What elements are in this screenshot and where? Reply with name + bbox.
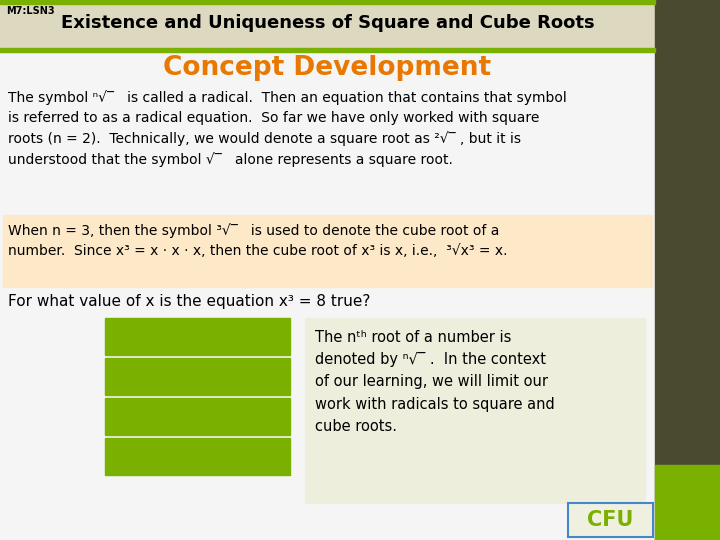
Bar xyxy=(0,0,655,52)
Bar xyxy=(0,48,655,52)
Bar xyxy=(0,0,655,4)
Bar xyxy=(105,358,290,395)
Bar xyxy=(655,465,720,540)
Bar xyxy=(568,503,653,537)
Bar xyxy=(3,215,652,287)
Text: M7:LSN3: M7:LSN3 xyxy=(6,6,55,16)
Text: CFU: CFU xyxy=(588,510,634,530)
Bar xyxy=(105,438,290,475)
Text: Existence and Uniqueness of Square and Cube Roots: Existence and Uniqueness of Square and C… xyxy=(60,14,594,32)
Text: For what value of x is the equation x³ = 8 true?: For what value of x is the equation x³ =… xyxy=(8,294,370,309)
Text: When n = 3, then the symbol ³√‾   is used to denote the cube root of a
number.  : When n = 3, then the symbol ³√‾ is used … xyxy=(8,223,508,258)
Text: The nᵗʰ root of a number is
denoted by ⁿ√‾ .  In the context
of our learning, we: The nᵗʰ root of a number is denoted by ⁿ… xyxy=(315,330,554,434)
Bar xyxy=(655,0,720,540)
Text: The symbol ⁿ√‾   is called a radical.  Then an equation that contains that symbo: The symbol ⁿ√‾ is called a radical. Then… xyxy=(8,90,567,167)
Bar xyxy=(568,503,653,537)
Bar xyxy=(105,398,290,435)
Bar xyxy=(105,318,290,355)
Text: Concept Development: Concept Development xyxy=(163,55,492,81)
Bar xyxy=(305,318,645,503)
